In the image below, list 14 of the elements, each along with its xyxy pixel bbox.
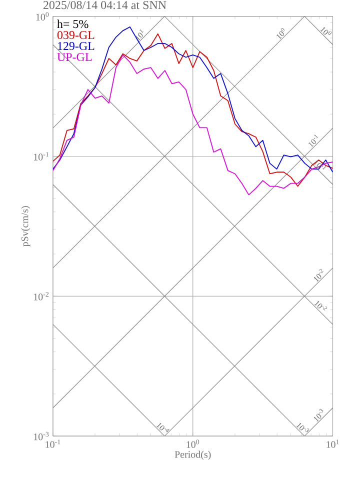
series-label: 129-GL: [58, 42, 94, 50]
y-tick-label: 10$^{-1}$: [34, 152, 49, 160]
text: 039-GL: [58, 30, 94, 40]
x-tick-label: 10$^{-1}$: [46, 440, 60, 448]
chart-title: 2025/08/14 04:14 at SNN: [44, 1, 166, 10]
x-tick-label: 10$^{0}$: [186, 440, 200, 448]
annotation: h= 5%: [57, 20, 88, 28]
y-tick-label: 10$^{-2}$: [34, 292, 49, 300]
x-axis-title: Period(s): [174, 450, 211, 460]
x-tick-label: 10$^{1}$: [326, 440, 339, 448]
text: UP-GL: [57, 52, 92, 62]
y-tick-label: 10$^{-3}$: [34, 432, 49, 440]
y-tick-label: 10$^{0}$: [36, 12, 49, 21]
y-axis-title: pSv(cm/s): [21, 206, 30, 247]
